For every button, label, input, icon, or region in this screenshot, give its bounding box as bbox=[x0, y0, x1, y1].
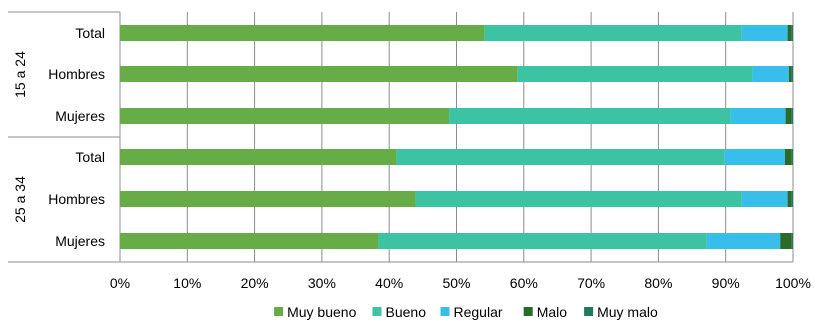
x-tick-labels: 0% 10% 20% 30% 40% 50% 60% 70% 80% 90% 100% bbox=[110, 275, 811, 291]
group-label: 25 a 34 bbox=[12, 176, 28, 223]
bar-segment-malo bbox=[787, 25, 792, 41]
bar-segment-regular bbox=[752, 66, 789, 82]
category-label: Hombres bbox=[48, 191, 105, 207]
legend: Muy bueno Bueno Regular Malo Muy malo bbox=[274, 304, 658, 320]
x-tick-label: 80% bbox=[644, 275, 672, 291]
bar-segment-muy-bueno bbox=[120, 149, 397, 165]
x-tick-label: 60% bbox=[510, 275, 538, 291]
bar-segment-muy-bueno bbox=[120, 25, 485, 41]
category-label: Total bbox=[75, 149, 105, 165]
bar-segment-malo bbox=[785, 108, 792, 124]
category-label: Total bbox=[75, 25, 105, 41]
legend-label: Muy malo bbox=[597, 304, 658, 320]
x-tick-label: 20% bbox=[241, 275, 269, 291]
bar-segment-bueno bbox=[396, 149, 725, 165]
bar-segment-bueno bbox=[449, 108, 731, 124]
bar-segment-muy-bueno bbox=[120, 233, 379, 249]
legend-label: Bueno bbox=[386, 304, 427, 320]
bar-segment-malo bbox=[788, 66, 792, 82]
x-tick-label: 30% bbox=[308, 275, 336, 291]
legend-label: Malo bbox=[537, 304, 568, 320]
bar-segment-muy-malo bbox=[791, 233, 793, 249]
x-tick-label: 50% bbox=[442, 275, 470, 291]
x-tick-label: 40% bbox=[375, 275, 403, 291]
bar-segment-bueno bbox=[378, 233, 707, 249]
x-tick-label: 0% bbox=[110, 275, 130, 291]
bar-segment-muy-malo bbox=[791, 25, 793, 41]
legend-swatch bbox=[372, 307, 382, 316]
bar-segment-regular bbox=[741, 191, 788, 207]
category-label: Mujeres bbox=[55, 233, 105, 249]
x-tick-label: 90% bbox=[712, 275, 740, 291]
bar-segment-bueno bbox=[517, 66, 753, 82]
legend-swatch bbox=[274, 307, 284, 316]
group-label: 15 a 24 bbox=[12, 51, 28, 98]
category-label: Mujeres bbox=[55, 108, 105, 124]
category-labels: Total Hombres Mujeres Total Hombres Mujeres bbox=[48, 25, 105, 249]
bar-segment-muy-bueno bbox=[120, 66, 518, 82]
x-tick-label: 10% bbox=[173, 275, 201, 291]
bar-segment-bueno bbox=[484, 25, 742, 41]
bar-segment-malo bbox=[784, 149, 792, 165]
bar-segment-muy-malo bbox=[791, 108, 793, 124]
bar-segment-regular bbox=[724, 149, 785, 165]
x-tick-label: 70% bbox=[577, 275, 605, 291]
bar-segment-regular bbox=[730, 108, 786, 124]
bar-segment-muy-malo bbox=[791, 66, 793, 82]
x-tick-label: 100% bbox=[775, 275, 811, 291]
bar-segment-muy-malo bbox=[791, 191, 793, 207]
legend-swatch bbox=[523, 307, 533, 316]
bar-segment-malo bbox=[780, 233, 792, 249]
legend-swatch bbox=[440, 307, 450, 316]
legend-label: Muy bueno bbox=[287, 304, 356, 320]
bar-segment-regular bbox=[706, 233, 781, 249]
gridlines bbox=[119, 12, 794, 262]
group-labels: 15 a 24 25 a 34 bbox=[12, 51, 28, 223]
bar-segment-malo bbox=[787, 191, 792, 207]
bar-segment-muy-bueno bbox=[120, 191, 416, 207]
bar-segment-regular bbox=[741, 25, 788, 41]
bar-segment-muy-malo bbox=[791, 149, 793, 165]
bars bbox=[120, 25, 793, 249]
legend-swatch bbox=[584, 307, 594, 316]
axes bbox=[8, 11, 793, 263]
legend-label: Regular bbox=[454, 304, 503, 320]
bar-segment-bueno bbox=[415, 191, 742, 207]
bar-segment-muy-bueno bbox=[120, 108, 450, 124]
category-label: Hombres bbox=[48, 66, 105, 82]
